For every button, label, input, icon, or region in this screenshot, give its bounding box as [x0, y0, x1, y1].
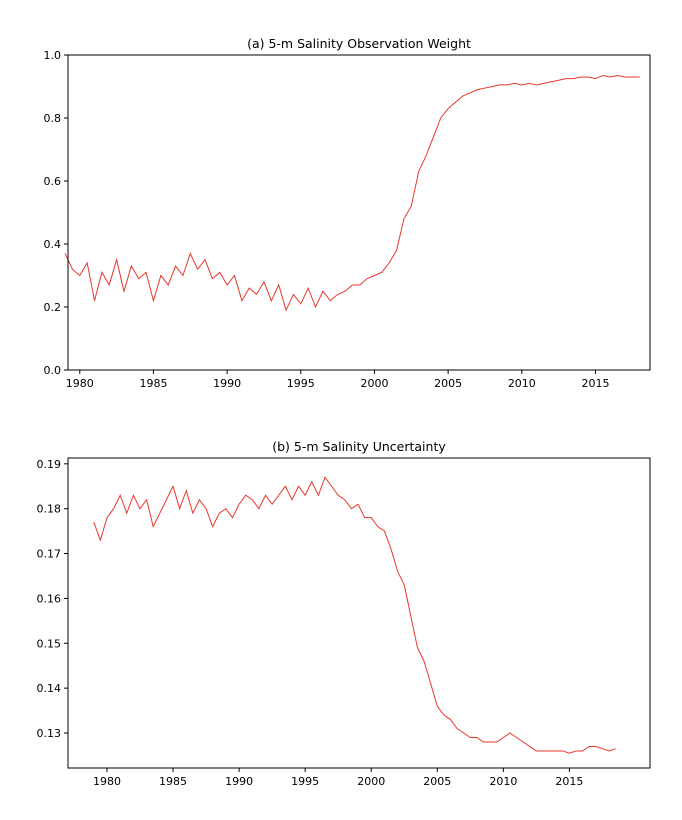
y-tick-label: 0.16 [37, 592, 62, 605]
y-tick-label: 0.6 [44, 175, 62, 188]
x-tick-label: 2010 [508, 377, 536, 390]
x-tick-label: 1985 [139, 377, 167, 390]
y-tick-label: 0.2 [44, 301, 62, 314]
x-tick-label: 2015 [581, 377, 609, 390]
chart-title: (b) 5-m Salinity Uncertainty [272, 439, 446, 454]
y-tick-label: 0.18 [37, 503, 62, 516]
y-tick-label: 0.19 [37, 458, 62, 471]
y-tick-label: 0.4 [44, 238, 62, 251]
y-tick-label: 0.13 [37, 727, 62, 740]
y-tick-label: 1.0 [44, 49, 62, 62]
chart-title: (a) 5-m Salinity Observation Weight [247, 36, 471, 51]
x-tick-label: 1985 [159, 775, 187, 788]
plot-frame [67, 54, 651, 371]
x-tick-label: 1980 [66, 377, 94, 390]
y-tick-label: 0.15 [37, 637, 62, 650]
x-tick-label: 2005 [434, 377, 462, 390]
x-tick-label: 2005 [423, 775, 451, 788]
x-tick-label: 2000 [360, 377, 388, 390]
y-tick-label: 0.14 [37, 682, 62, 695]
x-tick-label: 2000 [357, 775, 385, 788]
x-tick-label: 1990 [225, 775, 253, 788]
x-tick-label: 1980 [93, 775, 121, 788]
y-tick-label: 0.17 [37, 548, 62, 561]
x-tick-label: 2010 [489, 775, 517, 788]
data-line [64, 74, 640, 312]
y-tick-label: 0.8 [44, 112, 62, 125]
y-tick-label: 0.0 [44, 364, 62, 377]
plot-frame [67, 457, 651, 769]
x-tick-label: 2015 [555, 775, 583, 788]
x-tick-label: 1990 [213, 377, 241, 390]
x-tick-label: 1995 [291, 775, 319, 788]
x-tick-label: 1995 [287, 377, 315, 390]
data-line [93, 476, 616, 754]
